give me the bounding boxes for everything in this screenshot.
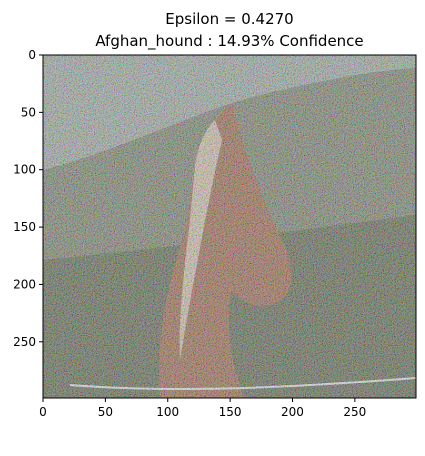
x-axis: 0 50 100 150 200 250: [39, 398, 366, 419]
x-tick-label: 50: [98, 405, 113, 419]
plot-frame: [42, 54, 417, 399]
x-tick-label: 100: [156, 405, 179, 419]
y-tick-label: 250: [13, 335, 36, 349]
x-tick-label: 0: [39, 405, 47, 419]
y-tick-label: 150: [13, 220, 36, 234]
y-tick-label: 0: [28, 48, 36, 62]
x-tick-label: 200: [281, 405, 304, 419]
y-tick-label: 50: [21, 105, 36, 119]
x-tick-label: 250: [343, 405, 366, 419]
noise-overlay: [43, 55, 416, 398]
y-axis: 0 50 100 150 200 250: [13, 48, 43, 349]
image-area: [43, 55, 416, 398]
y-tick-label: 100: [13, 163, 36, 177]
chart-title-line-2: Afghan_hound : 14.93% Confidence: [95, 32, 364, 50]
chart-title-line-1: Epsilon = 0.4270: [165, 10, 294, 28]
y-tick-label: 200: [13, 277, 36, 291]
x-tick-label: 150: [219, 405, 242, 419]
